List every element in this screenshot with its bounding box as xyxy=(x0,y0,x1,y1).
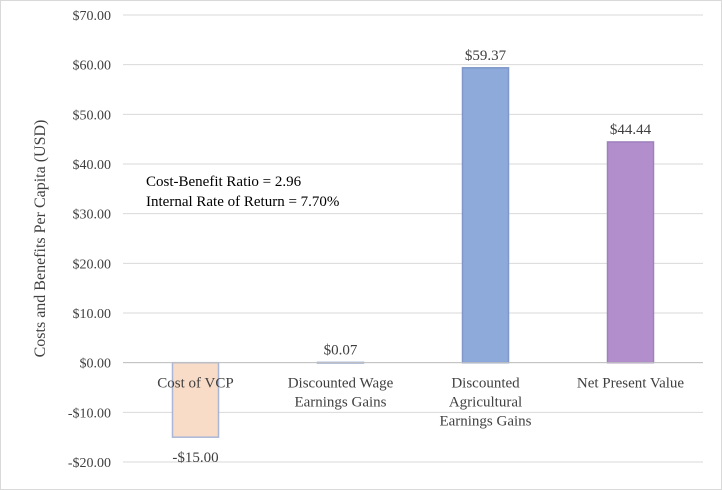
y-tick-label: $70.00 xyxy=(73,9,112,24)
y-tick-label: -$20.00 xyxy=(68,456,111,471)
data-labels: -$15.00 $0.07 $59.37 $44.44 xyxy=(172,48,651,466)
y-tick-label: -$10.00 xyxy=(68,406,111,421)
bar xyxy=(606,141,655,364)
y-tick-label: $40.00 xyxy=(73,158,112,173)
y-axis-tick-labels: -$20.00 -$10.00 $0.00 $10.00 $20.00 $30.00 $40… xyxy=(68,9,111,471)
data-label: -$15.00 xyxy=(172,450,218,466)
data-label: $0.07 xyxy=(324,342,358,358)
category-label: Discounted Agricultural Earnings Gains xyxy=(439,376,531,430)
annotations: Cost-Benefit Ratio = 2.96 Internal Rate … xyxy=(146,174,339,210)
data-label: $59.37 xyxy=(465,48,507,64)
y-tick-label: $30.00 xyxy=(73,208,112,223)
y-axis-label: Costs and Benefits Per Capita (USD) xyxy=(32,120,49,358)
y-tick-label: $0.00 xyxy=(80,357,112,372)
y-tick-label: $60.00 xyxy=(73,59,112,74)
category-label: Cost of VCP xyxy=(157,376,233,392)
cost-benefit-ratio-annotation: Cost-Benefit Ratio = 2.96 xyxy=(146,174,302,190)
bar xyxy=(461,67,510,364)
bars xyxy=(171,67,655,438)
internal-rate-of-return-annotation: Internal Rate of Return = 7.70% xyxy=(146,194,339,210)
category-label: Net Present Value xyxy=(577,376,685,392)
data-label: $44.44 xyxy=(610,122,652,138)
y-tick-label: $20.00 xyxy=(73,257,112,272)
y-tick-label: $10.00 xyxy=(73,307,112,322)
category-labels: Cost of VCP Discounted Wage Earnings Gains… xyxy=(157,376,684,430)
bar xyxy=(171,361,220,438)
category-label: Discounted Wage Earnings Gains xyxy=(288,376,394,411)
y-tick-label: $50.00 xyxy=(73,108,112,123)
